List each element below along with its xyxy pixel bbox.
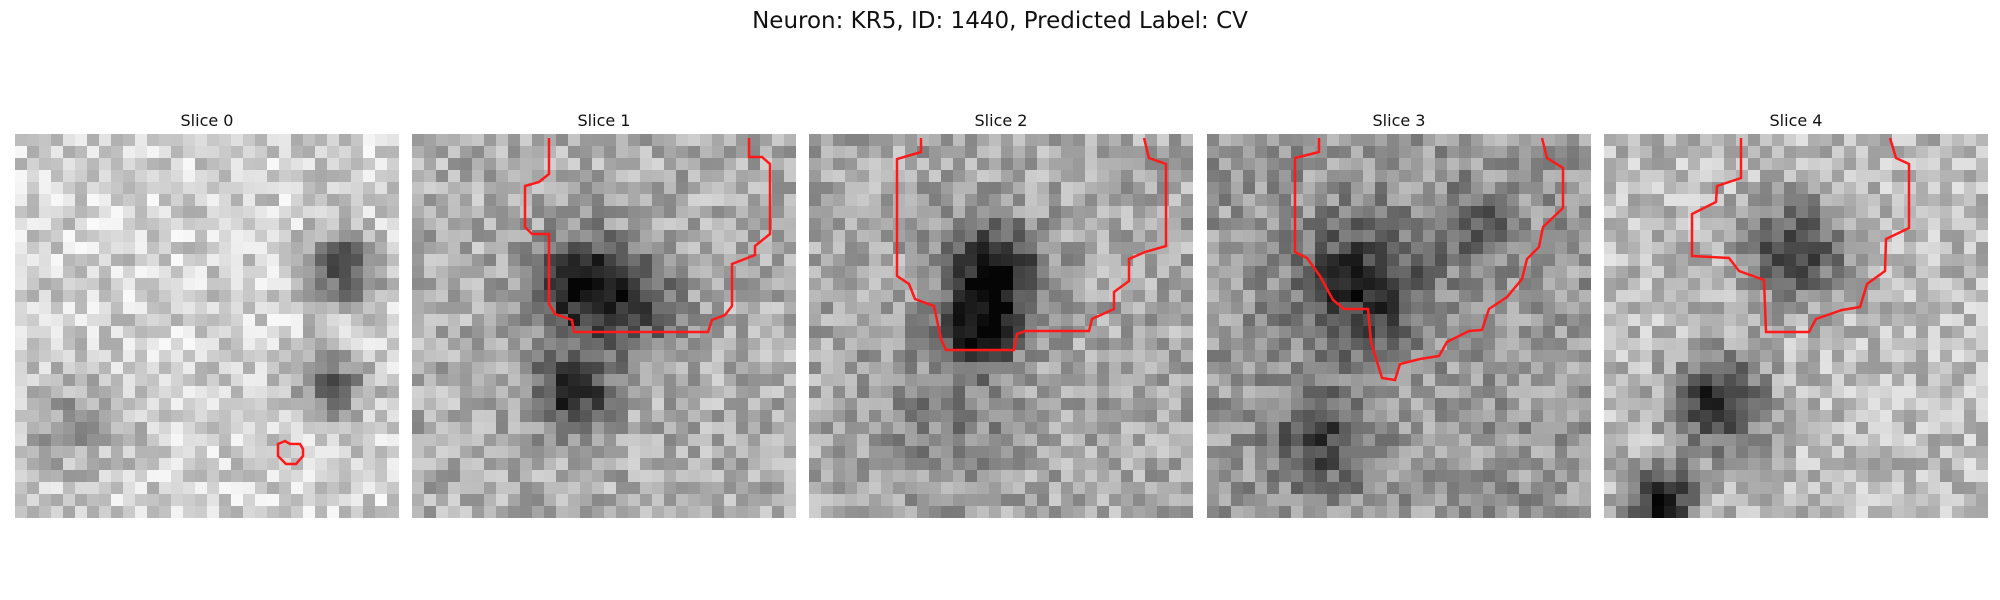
slice-image-0 xyxy=(15,134,399,518)
contour-outline xyxy=(895,137,1168,352)
slice-image-3 xyxy=(1207,134,1591,518)
slice-title: Slice 1 xyxy=(577,111,631,130)
contour-outline xyxy=(1690,137,1911,334)
contour-outline xyxy=(276,439,305,466)
slice-image-1 xyxy=(412,134,796,518)
slice-image-4 xyxy=(1604,134,1988,518)
figure-title: Neuron: KR5, ID: 1440, Predicted Label: … xyxy=(752,8,1248,34)
slice-title: Slice 0 xyxy=(180,111,234,130)
contour-outline xyxy=(523,138,772,334)
slice-panel-4: Slice 4 xyxy=(1604,110,1988,518)
slice-panel-3: Slice 3 xyxy=(1207,110,1591,518)
slice-panel-0: Slice 0 xyxy=(15,110,399,518)
contour-outline xyxy=(1293,137,1565,382)
slice-panel-1: Slice 1 xyxy=(412,110,796,518)
slice-image-2 xyxy=(809,134,1193,518)
slice-title: Slice 2 xyxy=(974,111,1028,130)
slice-panel-2: Slice 2 xyxy=(809,110,1193,518)
slice-title: Slice 3 xyxy=(1372,111,1426,130)
slice-title: Slice 4 xyxy=(1769,111,1823,130)
